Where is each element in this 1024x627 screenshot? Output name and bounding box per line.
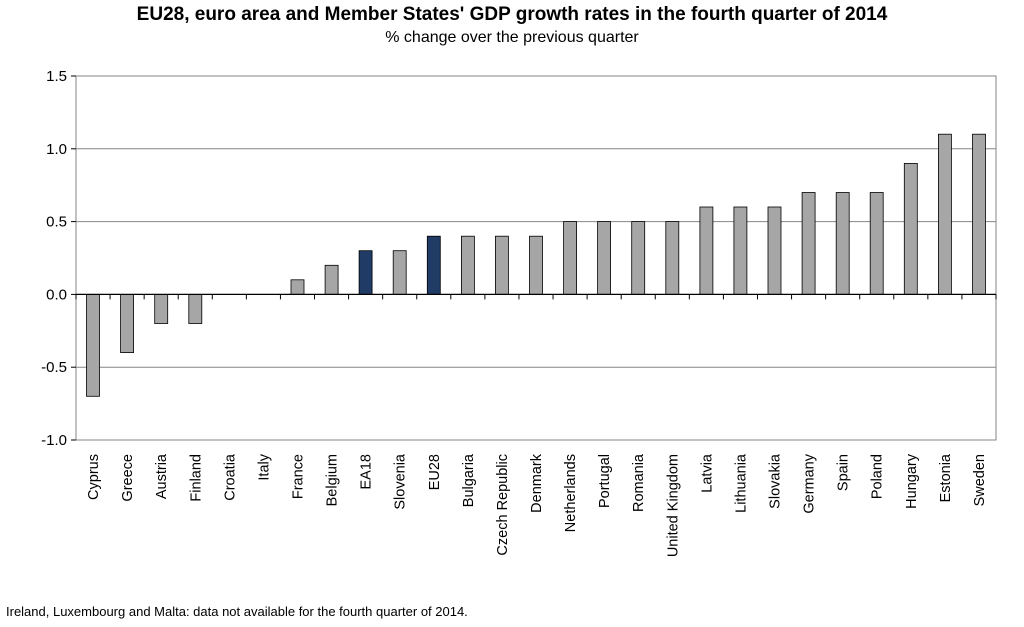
x-category-label: EA18: [359, 454, 375, 489]
bar-cyprus: [86, 293, 100, 397]
bar-slovakia: [767, 206, 782, 295]
x-category-label: Spain: [836, 454, 852, 491]
x-category-label: United Kingdom: [665, 454, 681, 557]
x-category-label: Netherlands: [563, 454, 579, 532]
y-tick-label: 1.5: [46, 68, 67, 85]
bar-united-kingdom: [665, 221, 680, 295]
x-category-label: Greece: [120, 454, 136, 502]
chart-title: EU28, euro area and Member States' GDP g…: [136, 4, 888, 25]
axes: [71, 75, 997, 441]
bar-lithuania: [733, 206, 748, 295]
bar-spain: [835, 192, 850, 295]
bar-belgium: [324, 264, 339, 295]
x-category-label: Slovenia: [393, 453, 409, 510]
x-category-label: Denmark: [529, 453, 545, 513]
x-category-label: Belgium: [325, 454, 341, 506]
plot-area-border: [75, 75, 997, 441]
bar-eu28: [426, 235, 441, 295]
bar-austria: [154, 293, 169, 324]
x-category-label: Sweden: [972, 454, 988, 506]
x-category-label: Germany: [802, 453, 818, 513]
y-tick-label: -1.0: [41, 432, 67, 449]
bar-germany: [801, 192, 816, 295]
bar-slovenia: [392, 250, 407, 295]
x-category-label: Lithuania: [733, 453, 749, 513]
x-category-label: EU28: [427, 454, 443, 490]
bar-poland: [869, 192, 884, 295]
bar-ea18: [358, 250, 373, 295]
x-category-label: Austria: [154, 453, 170, 499]
x-category-label: Latvia: [699, 453, 715, 493]
x-category-label: Cyprus: [86, 454, 102, 500]
y-axis-tick-labels: 1.5 1.0 0.5 0.0 -0.5 -1.0: [41, 68, 67, 449]
bar-sweden: [972, 133, 986, 295]
bar-romania: [631, 221, 646, 295]
gdp-growth-bar-chart: 1.5 1.0 0.5 0.0 -0.5 -1.0 Cyprus Greece Austria…: [41, 68, 997, 557]
bar-hungary: [903, 162, 918, 295]
x-category-label: Italy: [256, 453, 272, 480]
y-tick-label: 0.5: [46, 214, 67, 231]
y-tick-label: -0.5: [41, 359, 67, 376]
x-category-label: Portugal: [597, 454, 613, 508]
y-tick-label: 0.0: [46, 286, 67, 303]
bar-denmark: [529, 235, 543, 295]
bars: [86, 133, 986, 397]
bar-greece: [120, 293, 134, 353]
x-category-label: France: [291, 454, 307, 499]
x-category-label: Bulgaria: [461, 453, 477, 507]
x-axis-category-labels: Cyprus Greece Austria Finland Croatia Italy Fr…: [86, 453, 988, 557]
y-tick-label: 1.0: [46, 141, 67, 158]
bar-finland: [188, 293, 203, 324]
bar-france: [290, 279, 305, 295]
bar-latvia: [699, 206, 714, 295]
x-category-label: Croatia: [222, 453, 238, 501]
x-category-label: Romania: [631, 453, 647, 512]
x-category-label: Estonia: [938, 453, 954, 502]
bar-netherlands: [563, 221, 577, 295]
x-category-label: Czech Republic: [495, 454, 511, 556]
x-category-label: Hungary: [904, 453, 920, 509]
x-category-label: Finland: [188, 454, 204, 502]
bar-czech-republic: [494, 235, 509, 295]
x-category-label: Poland: [870, 454, 886, 499]
x-category-label: Slovakia: [768, 453, 784, 509]
bar-bulgaria: [460, 235, 475, 295]
bar-estonia: [938, 133, 952, 295]
footnote: Ireland, Luxembourg and Malta: data not …: [6, 604, 468, 619]
chart-subtitle: % change over the previous quarter: [385, 29, 639, 46]
bar-portugal: [597, 221, 611, 295]
